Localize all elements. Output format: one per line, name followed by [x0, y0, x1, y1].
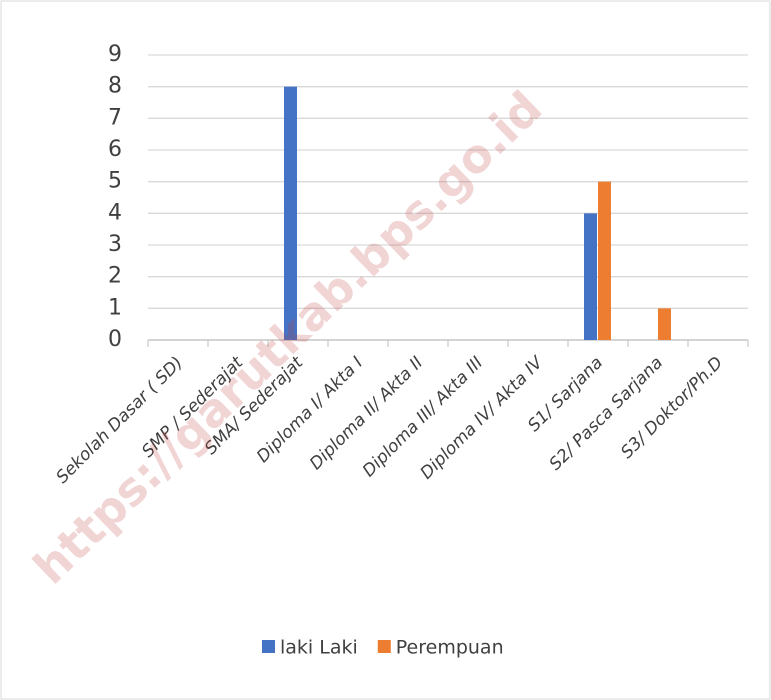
y-tick-label: 3: [108, 232, 122, 257]
y-tick-label: 9: [108, 42, 122, 67]
legend-swatch: [262, 640, 275, 653]
bar: [658, 308, 671, 340]
y-tick-label: 7: [108, 105, 122, 130]
y-tick-label: 6: [108, 137, 122, 162]
y-tick-label: 2: [108, 264, 122, 289]
bar: [284, 86, 297, 341]
y-tick-label: 1: [108, 295, 122, 320]
y-tick-label: 0: [108, 327, 122, 352]
y-tick-label: 8: [108, 74, 122, 99]
legend-label: laki Laki: [280, 637, 358, 659]
y-tick-label: 5: [108, 169, 122, 194]
bar: [598, 181, 611, 340]
bar: [584, 213, 597, 340]
y-tick-label: 4: [108, 200, 122, 225]
legend-swatch: [377, 640, 391, 653]
legend-label: Perempuan: [396, 637, 504, 659]
